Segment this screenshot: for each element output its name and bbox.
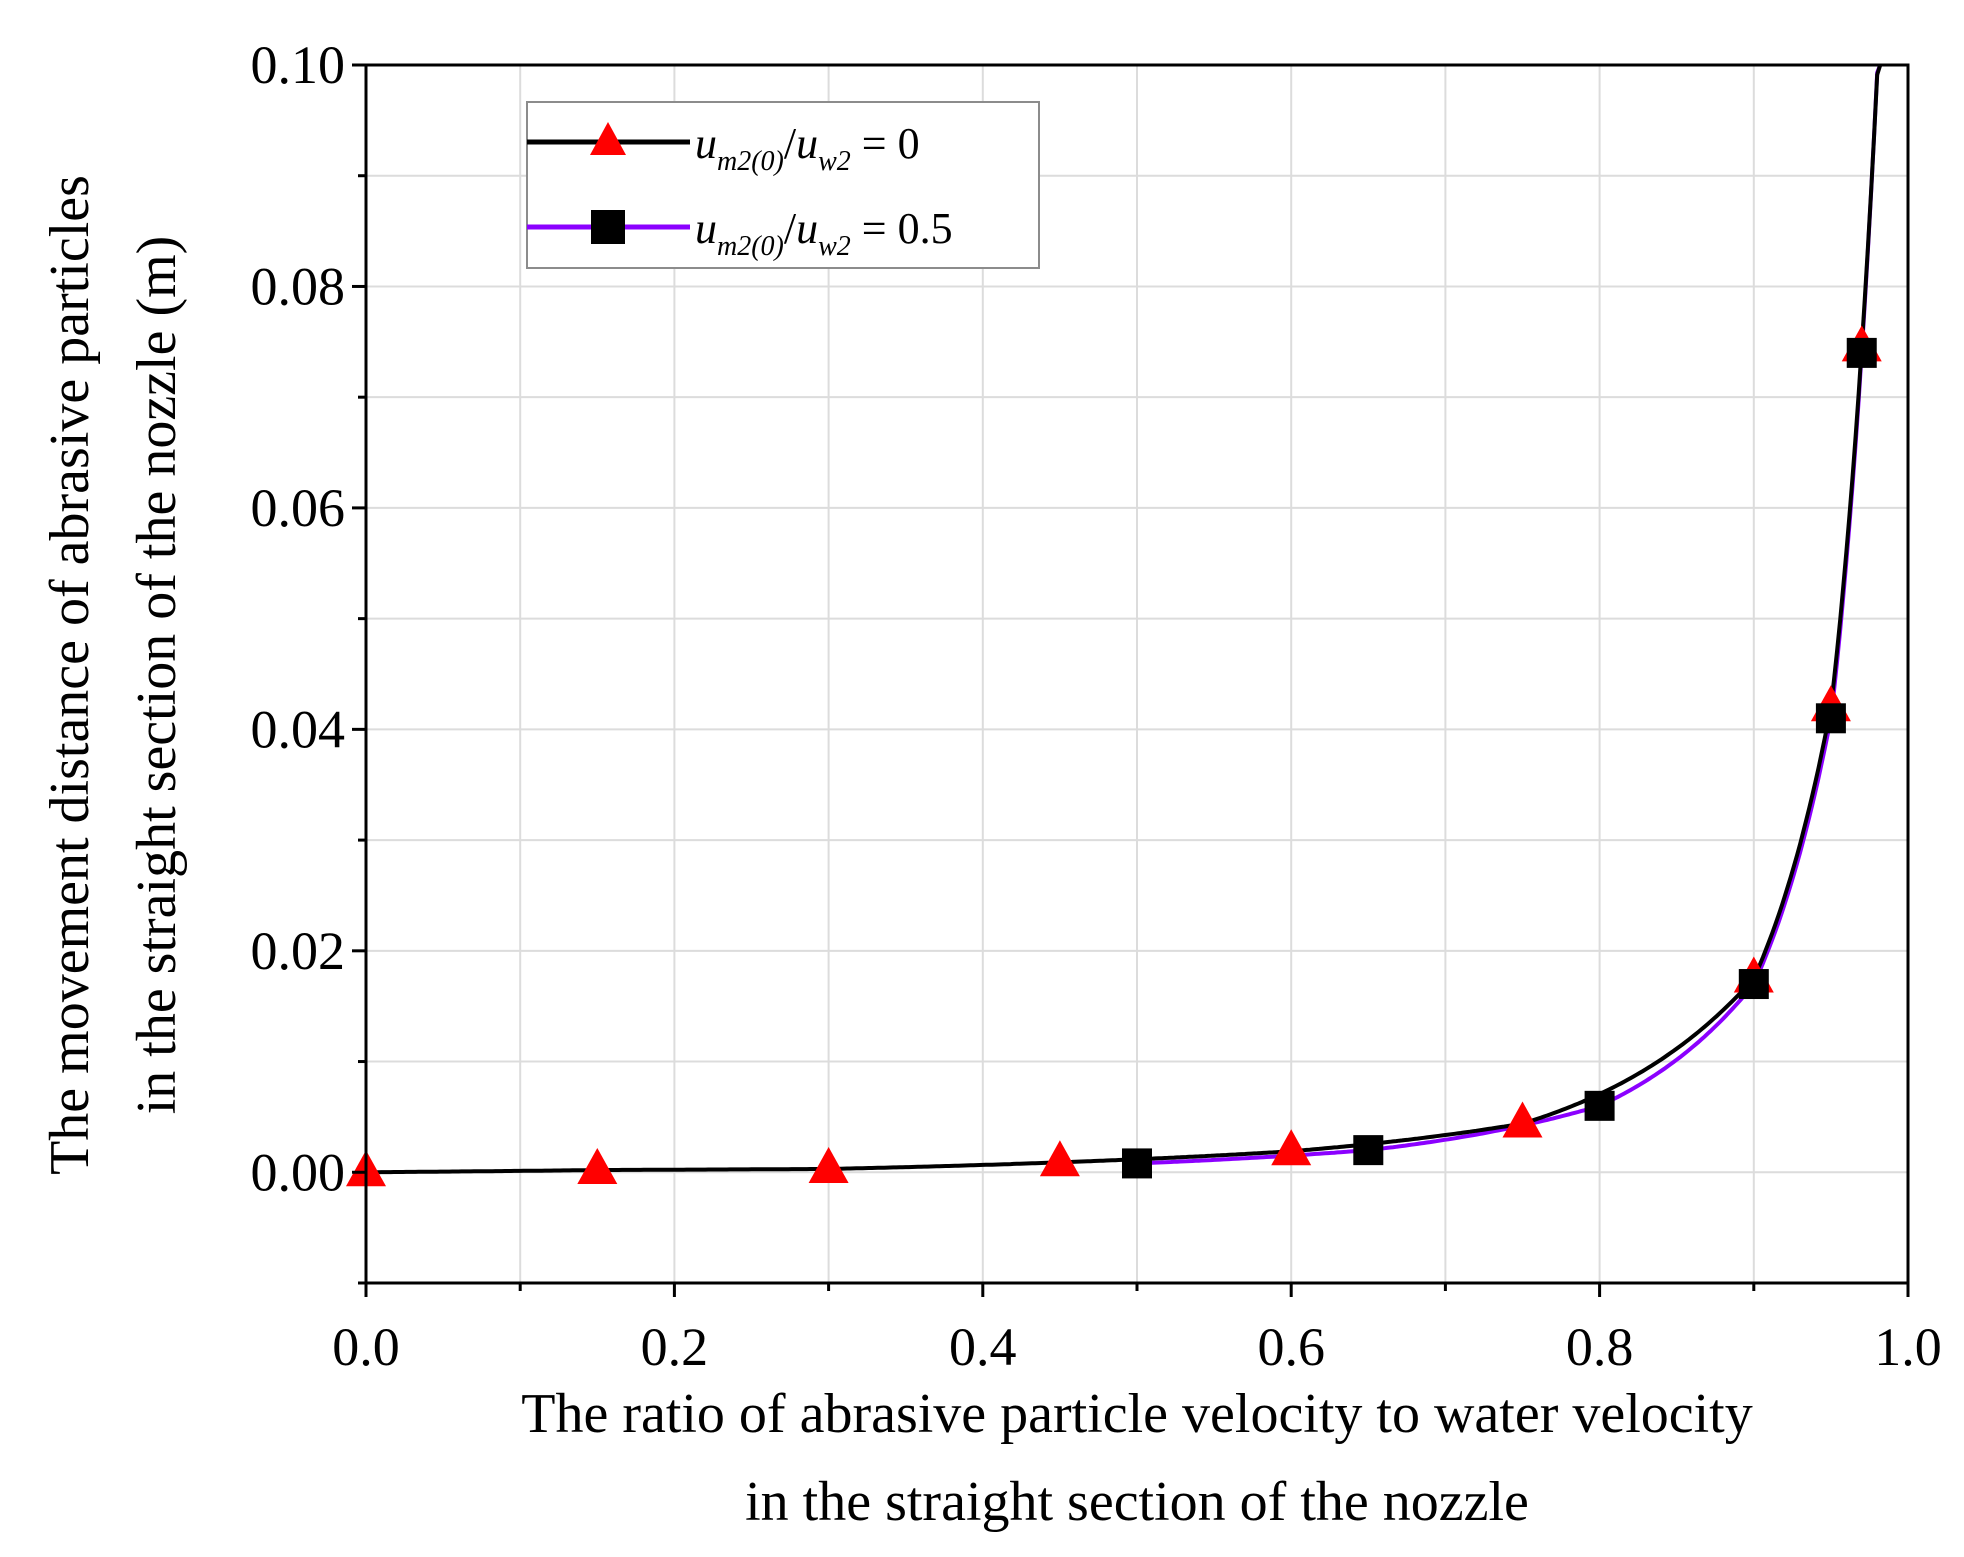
y-tick-labels: 0.00 0.02 0.04 0.06 0.08 0.10 xyxy=(251,35,346,1202)
legend-label-series-1-u2: u xyxy=(796,119,818,168)
x-tick-label: 1.0 xyxy=(1874,1317,1942,1377)
x-axis-title-line2: in the straight section of the nozzle xyxy=(745,1471,1529,1533)
legend-label-series-1-slash: / xyxy=(784,119,797,168)
legend: um2(0)/uw2 = 0 um2(0)/uw2 = 0.5 xyxy=(526,101,1040,269)
marker-square xyxy=(1846,337,1877,368)
marker-square xyxy=(1584,1090,1615,1121)
x-tick-label: 0.6 xyxy=(1257,1317,1325,1377)
y-tick-label: 0.04 xyxy=(251,699,346,759)
marker-triangle xyxy=(808,1146,849,1183)
legend-label-series-1: um2(0)/uw2 = 0 xyxy=(695,119,920,177)
legend-label-series-2-u1: u xyxy=(695,204,717,253)
marker-square xyxy=(1122,1148,1152,1179)
y-axis-title-line2: in the straight section of the nozzle (m… xyxy=(126,236,188,1115)
legend-label-series-2-sub2: w2 xyxy=(818,231,851,262)
axis-ticks xyxy=(352,63,1910,1297)
series-markers xyxy=(346,325,1882,1187)
y-tick-label: 0.00 xyxy=(251,1142,346,1202)
legend-label-series-1-sub1: m2(0) xyxy=(717,146,784,177)
legend-label-series-1-eq: = 0 xyxy=(851,119,920,168)
marker-triangle xyxy=(1271,1129,1312,1166)
marker-triangle xyxy=(1502,1101,1543,1138)
x-tick-label: 0.4 xyxy=(949,1317,1017,1377)
marker-square xyxy=(1353,1135,1384,1166)
legend-marker-triangle xyxy=(590,122,626,155)
legend-label-series-2-eq: = 0.5 xyxy=(851,204,953,253)
legend-label-series-2: um2(0)/uw2 = 0.5 xyxy=(695,204,953,262)
marker-square xyxy=(1738,969,1769,1000)
marker-square xyxy=(1815,703,1846,734)
y-tick-label: 0.08 xyxy=(251,256,346,316)
legend-label-series-1-u1: u xyxy=(695,119,717,168)
y-tick-label: 0.06 xyxy=(251,478,346,538)
x-tick-label: 0.2 xyxy=(641,1317,709,1377)
legend-label-series-2-u2: u xyxy=(796,204,818,253)
legend-label-series-1-sub2: w2 xyxy=(818,146,851,177)
marker-triangle xyxy=(1039,1140,1080,1177)
legend-marker-square xyxy=(591,210,625,244)
y-tick-label: 0.02 xyxy=(251,921,346,981)
legend-label-series-2-slash: / xyxy=(784,204,797,253)
x-tick-label: 0.8 xyxy=(1566,1317,1634,1377)
x-axis-title-line1: The ratio of abrasive particle velocity … xyxy=(521,1383,1752,1445)
y-tick-label: 0.10 xyxy=(251,35,346,95)
x-tick-labels: 0.0 0.2 0.4 0.6 0.8 1.0 xyxy=(332,1317,1942,1377)
y-axis-title-line1: The movement distance of abrasive partic… xyxy=(39,175,101,1175)
marker-triangle xyxy=(577,1148,618,1185)
x-tick-label: 0.0 xyxy=(332,1317,400,1377)
legend-label-series-2-sub1: m2(0) xyxy=(717,231,784,262)
